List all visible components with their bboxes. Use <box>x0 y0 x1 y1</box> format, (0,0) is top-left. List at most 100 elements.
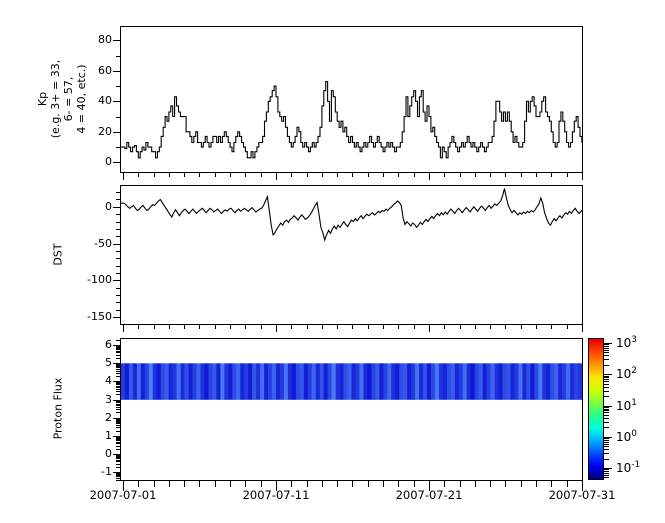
x-tick <box>276 325 277 332</box>
y-minor-tick <box>116 117 120 118</box>
y-minor-tick <box>116 355 120 356</box>
x-minor-tick <box>199 173 200 177</box>
x-tick <box>276 481 277 491</box>
x-minor-tick <box>551 325 552 329</box>
x-minor-tick <box>368 325 369 329</box>
y-minor-tick <box>116 422 120 423</box>
x-minor-tick <box>322 173 323 177</box>
x-minor-tick <box>567 173 568 177</box>
y-minor-tick <box>116 358 120 359</box>
y-minor-tick <box>116 86 120 87</box>
x-tick <box>123 325 124 332</box>
y-tick-label: 60 <box>98 64 112 77</box>
y-tick <box>113 381 120 382</box>
dst-series <box>121 188 582 242</box>
colorbar-minor-tick <box>604 473 609 474</box>
colorbar-minor-tick <box>604 446 609 447</box>
y-tick-label: 20 <box>98 125 112 138</box>
x-minor-tick <box>551 173 552 177</box>
x-tick <box>582 325 583 332</box>
colorbar-minor-tick <box>604 469 609 470</box>
y-minor-tick <box>116 349 120 350</box>
x-minor-tick <box>444 481 445 487</box>
colorbar-minor-tick <box>604 381 609 382</box>
y-tick <box>113 436 120 437</box>
y-minor-tick <box>116 440 120 441</box>
y-minor-tick <box>116 192 120 193</box>
y-minor-tick <box>116 480 120 481</box>
y-minor-tick <box>116 288 120 289</box>
x-minor-tick <box>490 325 491 329</box>
y-tick <box>113 418 120 419</box>
x-minor-tick <box>245 481 246 487</box>
y-minor-tick <box>116 348 120 349</box>
colorbar-tick <box>604 437 612 438</box>
x-minor-tick <box>460 173 461 177</box>
x-minor-tick <box>230 173 231 177</box>
y-minor-tick <box>116 446 120 447</box>
y-minor-tick <box>116 258 120 259</box>
y-minor-tick <box>116 371 120 372</box>
y-minor-tick <box>116 56 120 57</box>
x-minor-tick <box>261 325 262 329</box>
y-tick-label: 2 <box>105 411 112 424</box>
x-minor-tick <box>138 173 139 177</box>
y-minor-tick <box>116 427 120 428</box>
colorbar-minor-tick <box>604 348 609 349</box>
x-tick <box>123 481 124 491</box>
y-minor-tick <box>116 458 120 459</box>
x-minor-tick <box>398 481 399 487</box>
colorbar-minor-tick <box>604 410 609 411</box>
x-minor-tick <box>505 481 506 487</box>
colorbar-minor-tick <box>604 415 609 416</box>
y-tick <box>113 363 120 364</box>
colorbar-minor-tick <box>604 459 609 460</box>
y-minor-tick <box>116 391 120 392</box>
y-minor-tick <box>116 214 120 215</box>
colorbar-minor-tick <box>604 379 609 380</box>
x-minor-tick <box>536 173 537 177</box>
y-minor-tick <box>116 365 120 366</box>
y-tick <box>113 244 120 245</box>
x-tick-label: 2007-07-21 <box>395 488 463 502</box>
y-tick <box>113 400 120 401</box>
y-minor-tick <box>116 394 120 395</box>
colorbar-tick-label: 10-1 <box>616 460 641 475</box>
colorbar-minor-tick <box>604 391 609 392</box>
x-minor-tick <box>261 481 262 487</box>
colorbar-minor-tick <box>604 409 609 410</box>
y-minor-tick <box>116 302 120 303</box>
y-minor-tick <box>116 383 120 384</box>
kp-series <box>121 80 582 159</box>
y-minor-tick <box>116 367 120 368</box>
x-minor-tick <box>521 481 522 487</box>
x-tick <box>276 173 277 180</box>
x-minor-tick <box>444 325 445 329</box>
y-minor-tick <box>116 147 120 148</box>
colorbar-minor-tick <box>604 453 609 454</box>
y-tick <box>113 454 120 455</box>
y-minor-tick <box>116 346 120 347</box>
y-tick-label: 3 <box>105 393 112 406</box>
y-tick-label: -100 <box>87 273 112 286</box>
y-minor-tick <box>116 295 120 296</box>
y-tick-label: -50 <box>94 237 112 250</box>
x-minor-tick <box>536 481 537 487</box>
x-minor-tick <box>184 481 185 487</box>
colorbar-minor-tick <box>604 427 609 428</box>
x-minor-tick <box>169 173 170 177</box>
colorbar-minor-tick <box>604 350 609 351</box>
x-tick-label: 2007-07-01 <box>89 488 157 502</box>
x-minor-tick <box>414 325 415 329</box>
proton-band <box>121 363 582 400</box>
colorbar-tick-label: 100 <box>616 429 638 444</box>
y-minor-tick <box>116 421 120 422</box>
x-minor-tick <box>398 173 399 177</box>
y-minor-tick <box>116 439 120 440</box>
colorbar-tick <box>604 343 612 344</box>
y-minor-tick <box>116 409 120 410</box>
y-minor-tick <box>116 478 120 479</box>
x-minor-tick <box>368 173 369 177</box>
x-minor-tick <box>460 481 461 487</box>
y-minor-tick <box>116 351 120 352</box>
